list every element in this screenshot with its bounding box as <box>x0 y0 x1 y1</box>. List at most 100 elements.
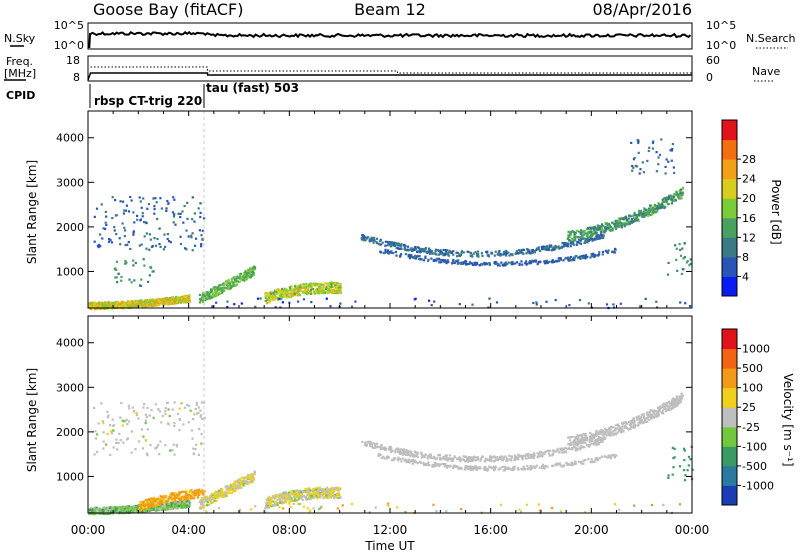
heatmap-cell <box>613 222 616 225</box>
heatmap-cell <box>496 458 499 461</box>
heatmap-cell <box>230 278 233 281</box>
heatmap-cell <box>306 488 309 491</box>
heatmap-cell <box>285 291 288 294</box>
power-colorbar-label: Power [dB] <box>769 179 783 244</box>
heatmap-cell <box>215 301 218 304</box>
heatmap-cell <box>268 301 271 304</box>
heatmap-cell <box>145 247 148 250</box>
heatmap-cell <box>574 254 577 258</box>
heatmap-cell <box>278 291 281 294</box>
heatmap-cell <box>94 430 97 433</box>
heatmap-cell <box>430 250 433 253</box>
heatmap-cell <box>529 455 532 458</box>
heatmap-cell <box>152 499 156 502</box>
heatmap-cell <box>331 491 334 494</box>
heatmap-cell <box>152 498 155 501</box>
heatmap-cell <box>286 492 290 495</box>
heatmap-cell <box>267 293 271 296</box>
heatmap-cell <box>500 261 503 264</box>
heatmap-cell <box>447 254 450 257</box>
heatmap-cell <box>125 511 128 514</box>
heatmap-cell <box>594 442 597 445</box>
heatmap-cell <box>185 296 188 299</box>
heatmap-cell <box>200 245 203 248</box>
heatmap-cell <box>101 304 104 307</box>
heatmap-cell <box>266 506 269 509</box>
heatmap-cell <box>164 505 167 508</box>
heatmap-cell <box>514 262 517 265</box>
heatmap-cell <box>593 227 596 230</box>
heatmap-cell <box>564 257 567 260</box>
heatmap-cell <box>176 301 179 304</box>
heatmap-cell <box>643 215 646 218</box>
heatmap-cell <box>166 233 169 236</box>
heatmap-cell <box>214 293 217 297</box>
heatmap-cell <box>545 259 549 262</box>
heatmap-cell <box>556 447 559 450</box>
heatmap-cell <box>141 215 144 218</box>
heatmap-cell <box>414 257 417 260</box>
power-colorbar <box>721 119 738 297</box>
heatmap-cell <box>171 492 174 495</box>
heatmap-cell <box>242 484 245 487</box>
heatmap-cell <box>238 276 241 279</box>
freq-panel-frame <box>87 55 693 82</box>
heatmap-cell <box>285 491 288 494</box>
heatmap-cell <box>469 460 472 463</box>
heatmap-cell <box>330 285 333 288</box>
heatmap-cell <box>184 502 187 505</box>
heatmap-cell <box>104 304 107 307</box>
heatmap-cell <box>537 248 540 251</box>
heatmap-cell <box>195 492 198 495</box>
heatmap-cell <box>239 486 242 489</box>
heatmap-cell <box>481 254 484 257</box>
heatmap-cell <box>632 221 635 224</box>
heatmap-cell <box>402 451 405 455</box>
heatmap-cell <box>524 455 527 458</box>
heatmap-cell <box>293 292 296 295</box>
heatmap-cell <box>504 254 508 257</box>
heatmap-cell <box>169 497 172 500</box>
heatmap-cell <box>334 284 337 287</box>
heatmap-cell <box>191 249 194 252</box>
heatmap-cell <box>596 227 599 230</box>
heatmap-cell <box>424 453 427 456</box>
heatmap-cell <box>629 222 632 225</box>
heatmap-cell <box>338 289 341 292</box>
colorbar-segment <box>722 217 737 238</box>
heatmap-cell <box>139 501 142 504</box>
heatmap-cell <box>637 219 640 222</box>
cpid-segment-2-label: tau (fast) 503 <box>206 81 299 95</box>
heatmap-cell <box>167 502 171 505</box>
heatmap-cell <box>213 286 216 289</box>
heatmap-cell <box>287 497 290 500</box>
heatmap-cell <box>203 293 206 296</box>
heatmap-cell <box>274 496 277 499</box>
heatmap-cell <box>251 476 255 479</box>
heatmap-cell <box>380 251 383 254</box>
heatmap-cell <box>195 489 198 492</box>
heatmap-cell <box>672 166 675 169</box>
heatmap-cell <box>115 509 118 512</box>
heatmap-cell <box>227 287 230 290</box>
heatmap-cell <box>593 254 596 257</box>
heatmap-cell <box>163 299 166 302</box>
heatmap-cell <box>282 291 285 294</box>
heatmap-cell <box>170 302 173 305</box>
heatmap-cell <box>113 226 116 229</box>
heatmap-cell <box>164 407 167 410</box>
heatmap-cell <box>116 448 119 451</box>
heatmap-cell <box>148 414 151 417</box>
heatmap-cell <box>651 212 654 216</box>
heatmap-cell <box>488 262 491 265</box>
heatmap-cell <box>171 494 174 497</box>
heatmap-cell <box>654 211 657 214</box>
heatmap-cell <box>272 297 275 301</box>
heatmap-cell <box>88 513 91 516</box>
heatmap-cell <box>438 257 441 260</box>
heatmap-cell <box>684 479 687 482</box>
heatmap-cell <box>528 251 531 254</box>
heatmap-cell <box>154 447 157 450</box>
heatmap-cell <box>387 252 390 255</box>
